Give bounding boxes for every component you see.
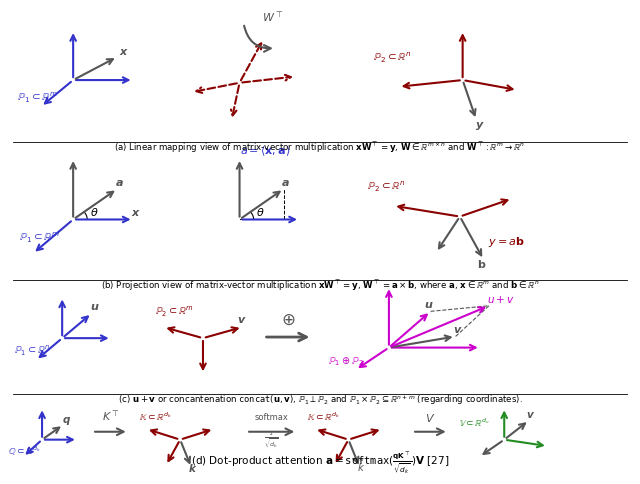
- Text: $\mathbb{K} \subset \mathbb{R}^{d_k}$: $\mathbb{K} \subset \mathbb{R}^{d_k}$: [139, 410, 172, 423]
- Text: x: x: [120, 47, 127, 57]
- Text: v: v: [454, 325, 461, 334]
- Text: a: a: [282, 178, 289, 188]
- Text: $\oplus$: $\oplus$: [281, 311, 295, 329]
- Text: k: k: [189, 463, 195, 473]
- Text: $\mathbf{b}$: $\mathbf{b}$: [477, 257, 486, 270]
- Text: x: x: [131, 208, 139, 218]
- Text: $\frac{1}{\sqrt{d_k}}$: $\frac{1}{\sqrt{d_k}}$: [264, 429, 279, 450]
- Text: $u+v$: $u+v$: [487, 294, 515, 305]
- Text: a: a: [115, 178, 123, 188]
- Text: q: q: [63, 414, 70, 424]
- Text: $\mathbb{P}_2 \subset \mathbb{R}^m$: $\mathbb{P}_2 \subset \mathbb{R}^m$: [156, 304, 194, 319]
- Text: $\mathbb{P}_2 \subset \mathbb{R}^n$: $\mathbb{P}_2 \subset \mathbb{R}^n$: [367, 180, 406, 194]
- Text: (d) Dot-product attention $\mathbf{a} = \mathtt{softmax}(\frac{\mathbf{q}\mathbf: (d) Dot-product attention $\mathbf{a} = …: [191, 450, 449, 475]
- Text: $\mathbb{K} \subset \mathbb{R}^{d_k}$: $\mathbb{K} \subset \mathbb{R}^{d_k}$: [307, 410, 340, 423]
- Text: $\mathbb{P}_2 \subset \mathbb{R}^n$: $\mathbb{P}_2 \subset \mathbb{R}^n$: [374, 51, 412, 65]
- Text: (a) Linear mapping view of matrix-vector multiplication $\mathbf{x}\mathbf{W}^\t: (a) Linear mapping view of matrix-vector…: [115, 140, 525, 155]
- Text: $y = a\mathbf{b}$: $y = a\mathbf{b}$: [488, 234, 525, 248]
- Text: $\mathbb{P}_1 \subset \mathbb{R}^m$: $\mathbb{P}_1 \subset \mathbb{R}^m$: [17, 91, 58, 105]
- Text: $a = \langle \mathbf{x}, \mathbf{a}\rangle$: $a = \langle \mathbf{x}, \mathbf{a}\rang…: [239, 144, 290, 157]
- Text: $V$: $V$: [425, 411, 436, 424]
- Text: $\mathbb{V} \subset \mathbb{R}^{d_v}$: $\mathbb{V} \subset \mathbb{R}^{d_v}$: [459, 415, 490, 428]
- Text: $W^\top$: $W^\top$: [262, 11, 283, 25]
- Text: v: v: [527, 409, 533, 419]
- Text: $\theta$: $\theta$: [90, 205, 99, 217]
- Text: y: y: [476, 120, 484, 129]
- Text: $\tilde{k}$: $\tilde{k}$: [357, 458, 365, 473]
- Text: u: u: [90, 302, 98, 311]
- Text: $\mathbb{P}_1 \subset \mathbb{R}^n$: $\mathbb{P}_1 \subset \mathbb{R}^n$: [15, 343, 51, 358]
- Text: v: v: [237, 314, 244, 324]
- Text: $\mathbb{Q} \subset \mathbb{R}^{d_k}$: $\mathbb{Q} \subset \mathbb{R}^{d_k}$: [8, 443, 40, 456]
- Text: u: u: [424, 300, 432, 309]
- Text: $\mathbb{P}_1 \oplus \mathbb{P}_2$: $\mathbb{P}_1 \oplus \mathbb{P}_2$: [328, 354, 364, 367]
- Text: (c) $\mathbf{u} + \mathbf{v}$ or concantenation $\mathtt{concat}(\mathbf{u}, \ma: (c) $\mathbf{u} + \mathbf{v}$ or concant…: [118, 392, 522, 406]
- Text: softmax: softmax: [255, 412, 289, 421]
- Text: (b) Projection view of matrix-vector multiplication $\mathbf{x}\mathbf{W}^\top =: (b) Projection view of matrix-vector mul…: [100, 278, 540, 293]
- Text: $\mathbb{P}_1 \subset \mathbb{R}^m$: $\mathbb{P}_1 \subset \mathbb{R}^m$: [19, 230, 60, 244]
- Text: $\theta$: $\theta$: [257, 205, 265, 217]
- Text: $K^\top$: $K^\top$: [102, 409, 119, 424]
